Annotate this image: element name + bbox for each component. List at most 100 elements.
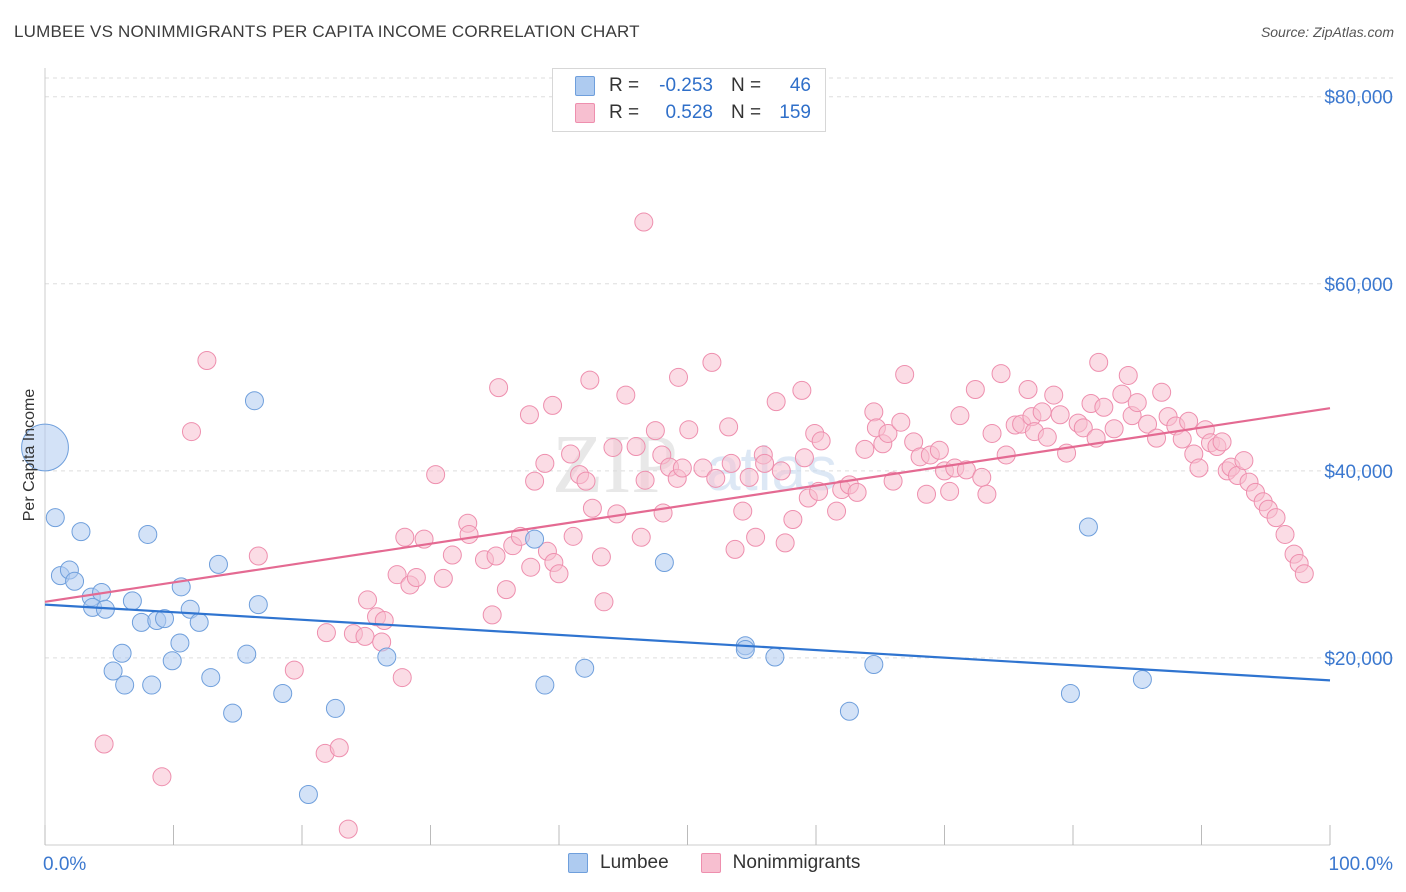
data-point xyxy=(940,481,960,501)
data-point xyxy=(616,385,636,405)
data-point xyxy=(535,675,555,695)
data-point xyxy=(864,654,884,674)
data-point xyxy=(298,784,318,804)
data-point xyxy=(122,591,142,611)
data-point xyxy=(535,453,555,473)
x-tick-label: 0.0% xyxy=(43,854,86,875)
data-point xyxy=(329,738,349,758)
data-point xyxy=(1127,393,1147,413)
data-point xyxy=(582,498,602,518)
data-point xyxy=(645,421,665,441)
nonimmigrants-swatch xyxy=(575,103,595,123)
legend-row-nonimmigrants: R = 0.528 N = 159 xyxy=(575,100,811,126)
data-point xyxy=(864,402,884,422)
r-label: R = xyxy=(609,102,640,123)
data-point xyxy=(626,437,646,457)
data-point xyxy=(634,212,654,232)
data-point xyxy=(739,467,759,487)
data-point xyxy=(603,437,623,457)
data-point xyxy=(223,703,243,723)
data-point xyxy=(197,350,217,370)
data-point xyxy=(1104,419,1124,439)
data-point xyxy=(631,527,651,547)
nonimmigrants-series xyxy=(94,212,1314,839)
data-point xyxy=(71,522,91,542)
data-point xyxy=(693,458,713,478)
data-point xyxy=(1073,418,1093,438)
series-legend: Lumbee Nonimmigrants xyxy=(568,852,892,874)
data-point xyxy=(94,734,114,754)
data-point xyxy=(21,423,69,472)
data-point xyxy=(162,651,182,671)
y-tick-label: $40,000 xyxy=(1324,462,1393,483)
data-point xyxy=(549,564,569,584)
data-point xyxy=(950,406,970,426)
data-point xyxy=(392,668,412,688)
data-point xyxy=(155,609,175,629)
data-point xyxy=(794,448,814,468)
data-point xyxy=(1147,428,1167,448)
data-point xyxy=(847,482,867,502)
data-point xyxy=(496,580,516,600)
legend-item-nonimmigrants: Nonimmigrants xyxy=(700,852,860,874)
tick-labels: $20,000 $40,000 $60,000 $80,000 0.0% 100.0% xyxy=(43,88,1393,875)
data-point xyxy=(181,422,201,442)
data-point xyxy=(719,417,739,437)
data-point xyxy=(771,461,791,481)
data-point xyxy=(991,364,1011,384)
data-point xyxy=(543,395,563,415)
data-point xyxy=(103,661,123,681)
correlation-legend: R = -0.253 N = 46 R = 0.528 N = 159 xyxy=(552,68,826,132)
data-point xyxy=(338,819,358,839)
chart-title: LUMBEE VS NONIMMIGRANTS PER CAPITA INCOM… xyxy=(14,22,640,41)
data-point xyxy=(561,444,581,464)
data-point xyxy=(426,465,446,485)
data-point xyxy=(965,379,985,399)
nonimmigrants-trend-line xyxy=(44,407,1331,603)
data-point xyxy=(1060,683,1080,703)
data-point xyxy=(855,439,875,459)
data-point xyxy=(956,460,976,480)
source-note: Source: ZipAtlas.com xyxy=(1260,24,1394,40)
data-point xyxy=(1212,432,1232,452)
data-point xyxy=(248,595,268,615)
data-point xyxy=(878,423,898,443)
data-point xyxy=(142,675,162,695)
data-point xyxy=(721,453,741,473)
data-point xyxy=(377,647,397,667)
data-point xyxy=(355,626,375,646)
x-tick-label: 100.0% xyxy=(1329,854,1394,875)
nonimmigrants-swatch xyxy=(700,853,721,873)
legend-item-lumbee: Lumbee xyxy=(568,852,669,874)
data-point xyxy=(1266,508,1286,528)
lumbee-swatch xyxy=(575,76,595,96)
data-point xyxy=(725,539,745,559)
data-point xyxy=(374,611,394,631)
data-point xyxy=(669,367,689,387)
data-point xyxy=(929,440,949,460)
data-point xyxy=(1094,397,1114,417)
data-point xyxy=(459,524,479,544)
data-point xyxy=(1294,564,1314,584)
data-point xyxy=(325,698,345,718)
data-point xyxy=(170,633,190,653)
data-point xyxy=(594,592,614,612)
lumbee-trend-line xyxy=(44,603,1331,682)
data-point xyxy=(486,546,506,566)
lumbee-series xyxy=(21,391,1152,804)
data-point xyxy=(1112,384,1132,404)
data-point xyxy=(1172,429,1192,449)
data-point xyxy=(591,547,611,567)
data-point xyxy=(563,526,583,546)
data-point xyxy=(525,529,545,549)
data-point xyxy=(45,508,65,528)
data-point xyxy=(755,453,775,473)
data-point xyxy=(811,431,831,451)
data-point xyxy=(237,644,257,664)
data-point xyxy=(580,370,600,390)
data-point xyxy=(1234,451,1254,471)
data-point xyxy=(883,471,903,491)
data-point xyxy=(115,675,135,695)
data-point xyxy=(1275,524,1295,544)
